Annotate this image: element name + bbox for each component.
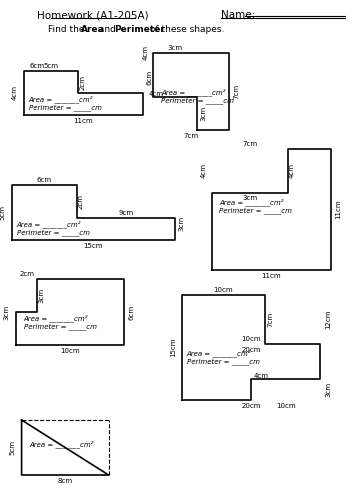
Text: 5cm: 5cm [10, 440, 16, 455]
Text: 7cm: 7cm [267, 312, 273, 327]
Text: 10cm: 10cm [241, 336, 261, 342]
Text: 9cm: 9cm [118, 210, 133, 216]
Text: Perimeter = _____cm: Perimeter = _____cm [24, 323, 97, 330]
Text: 15cm: 15cm [84, 243, 103, 249]
Text: Perimeter = _____cm: Perimeter = _____cm [161, 97, 234, 104]
Text: 12cm: 12cm [325, 310, 331, 329]
Text: 7cm: 7cm [184, 133, 199, 139]
Text: Area = _______cm²: Area = _______cm² [17, 220, 81, 228]
Text: 4cm: 4cm [149, 91, 164, 97]
Text: 7cm: 7cm [242, 141, 257, 147]
Text: 4cm: 4cm [142, 46, 148, 60]
Text: 2cm: 2cm [78, 194, 84, 209]
Text: Find the: Find the [48, 25, 88, 34]
Text: 6cm: 6cm [37, 177, 52, 183]
Text: of these shapes.: of these shapes. [147, 25, 224, 34]
Text: 11cm: 11cm [74, 118, 93, 124]
Text: 4cm: 4cm [12, 86, 18, 100]
Text: Homework (A1-205A): Homework (A1-205A) [37, 10, 149, 20]
Text: 3cm: 3cm [242, 195, 257, 201]
Text: 3cm: 3cm [167, 45, 183, 51]
Text: 3cm: 3cm [201, 106, 207, 121]
Text: 11cm: 11cm [335, 200, 341, 220]
Text: Perimeter = _____cm: Perimeter = _____cm [29, 104, 102, 111]
Text: 4cm: 4cm [201, 164, 207, 178]
Text: 11cm: 11cm [262, 273, 281, 279]
Text: 4cm: 4cm [289, 164, 295, 178]
Text: 6cm: 6cm [29, 63, 45, 69]
Text: 20cm: 20cm [241, 347, 261, 353]
Text: Perimeter: Perimeter [114, 25, 165, 34]
Text: 15cm: 15cm [170, 338, 176, 357]
Text: 10cm: 10cm [276, 403, 296, 409]
Text: 3cm: 3cm [179, 216, 185, 231]
Text: 4cm: 4cm [253, 373, 268, 379]
Text: 20cm: 20cm [241, 403, 261, 409]
Text: 3cm: 3cm [325, 382, 331, 397]
Text: 7cm: 7cm [233, 84, 239, 99]
Text: 10cm: 10cm [60, 348, 80, 354]
Text: Area = _______cm²: Area = _______cm² [187, 349, 251, 357]
Text: Name:: Name: [222, 10, 256, 20]
Text: Perimeter = _____cm: Perimeter = _____cm [187, 358, 260, 365]
Text: 3cm: 3cm [38, 288, 44, 303]
Text: Area: Area [81, 25, 105, 34]
Text: 3cm: 3cm [4, 304, 10, 320]
Text: 8cm: 8cm [58, 478, 73, 484]
Text: Area = _______cm²: Area = _______cm² [29, 440, 94, 448]
Text: 5cm: 5cm [0, 205, 6, 220]
Text: Area = _______cm²: Area = _______cm² [219, 198, 284, 206]
Text: 2cm: 2cm [80, 74, 86, 90]
Text: Area = _______cm²: Area = _______cm² [24, 314, 88, 322]
Text: 5cm: 5cm [43, 63, 58, 69]
Text: Perimeter = _____cm: Perimeter = _____cm [17, 229, 90, 236]
Text: Area = _______cm²: Area = _______cm² [29, 95, 93, 103]
Text: Perimeter = _____cm: Perimeter = _____cm [219, 207, 292, 214]
Text: 10cm: 10cm [213, 287, 233, 293]
Text: 6cm: 6cm [146, 70, 152, 84]
Text: and: and [96, 25, 119, 34]
Text: 6cm: 6cm [129, 304, 135, 320]
Text: Area = _______cm²: Area = _______cm² [161, 88, 225, 96]
Text: 2cm: 2cm [19, 271, 34, 277]
